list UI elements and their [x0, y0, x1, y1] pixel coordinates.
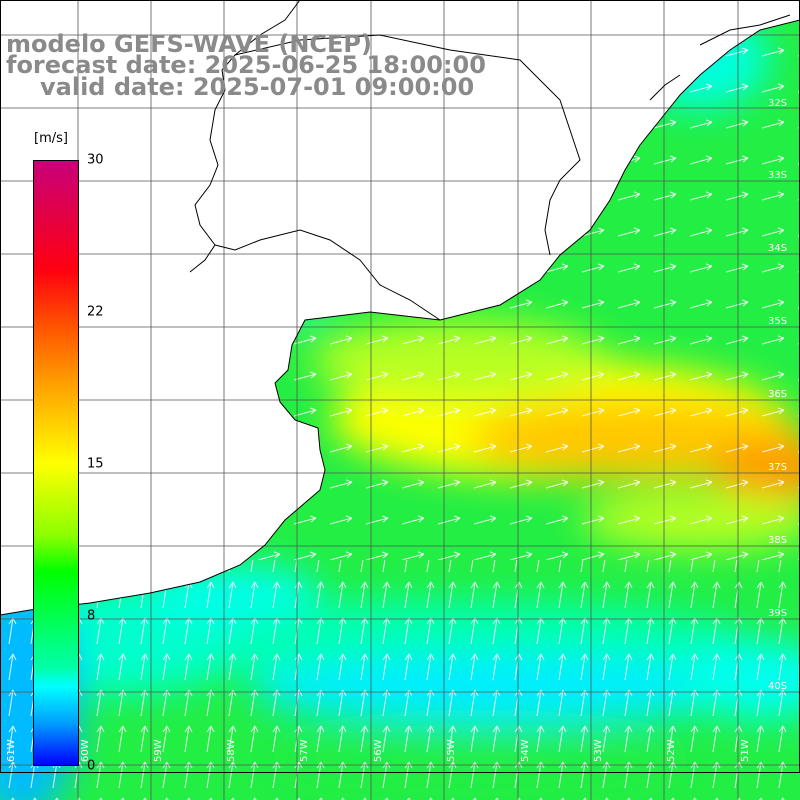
lon-label-56w: 56W — [373, 739, 384, 762]
lat-label-39s: 39S — [768, 608, 787, 619]
colorbar-tick-0: 0 — [87, 759, 95, 774]
lat-label-34s: 34S — [768, 243, 787, 254]
lat-label-38s: 38S — [768, 535, 787, 546]
title-valid-date: valid date: 2025-07-01 09:00:00 — [40, 74, 474, 100]
colorbar-tick-8: 8 — [87, 609, 95, 624]
lon-label-58w: 58W — [226, 739, 237, 762]
lon-label-59w: 59W — [153, 739, 164, 762]
lon-label-55w: 55W — [446, 739, 457, 762]
colorbar-tick-15: 15 — [87, 457, 104, 472]
lat-label-33s: 33S — [768, 170, 787, 181]
colorbar-tick-30: 30 — [87, 153, 104, 168]
lat-label-40s: 40S — [768, 681, 787, 692]
colorbar — [33, 160, 79, 766]
lat-label-35s: 35S — [768, 316, 787, 327]
lon-label-57w: 57W — [299, 739, 310, 762]
colorbar-unit: [m/s] — [34, 131, 68, 146]
colorbar-tick-22: 22 — [87, 305, 104, 320]
lon-label-53w: 53W — [593, 739, 604, 762]
lon-label-52w: 52W — [666, 739, 677, 762]
lat-label-36s: 36S — [768, 389, 787, 400]
lat-label-32s: 32S — [768, 98, 787, 109]
lon-label-51w: 51W — [740, 739, 751, 762]
lat-label-37s: 37S — [768, 462, 787, 473]
lon-label-54w: 54W — [520, 739, 531, 762]
lon-label-61w: 61W — [6, 739, 17, 762]
